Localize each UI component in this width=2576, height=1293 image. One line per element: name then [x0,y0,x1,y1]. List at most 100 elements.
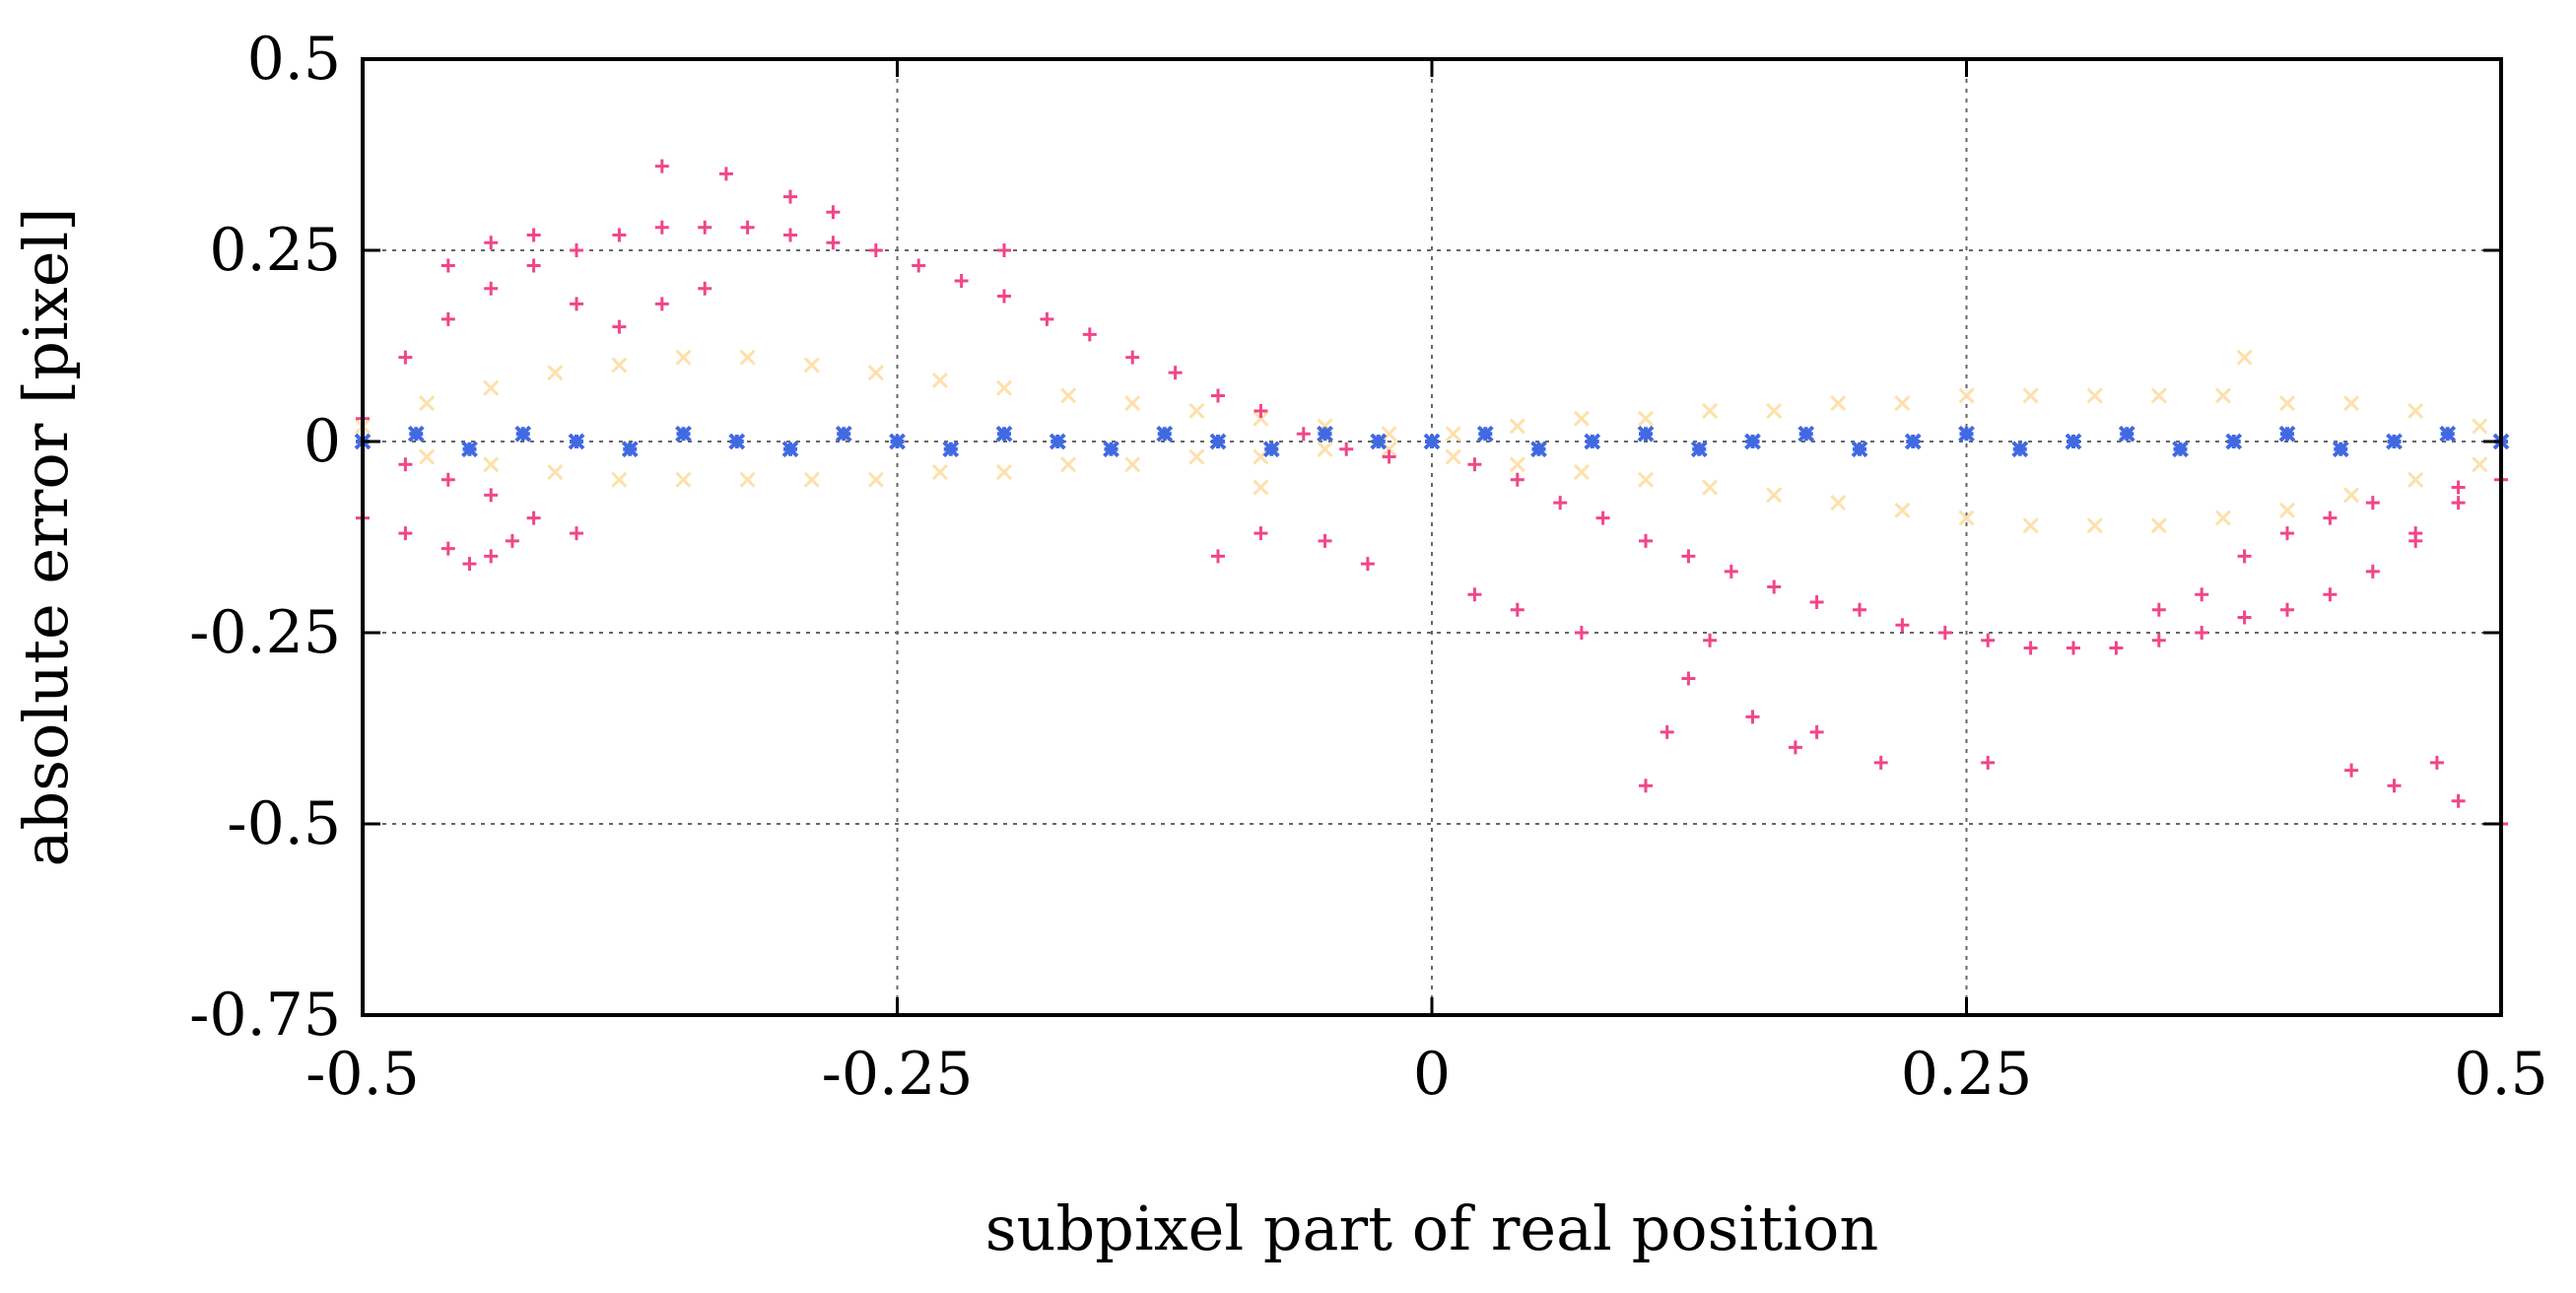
data-point [419,395,436,412]
data-point [718,167,733,181]
data-point [889,433,906,450]
data-point [1168,366,1183,380]
data-point [1317,441,1333,457]
data-point [2451,496,2466,510]
data-point [1510,602,1525,617]
data-point [2150,517,2167,534]
data-point [1853,602,1866,617]
data-point [2237,549,2252,564]
data-point [2109,641,2124,655]
data-point [2225,433,2243,450]
data-point [2472,418,2488,435]
data-point [621,441,639,458]
data-point [2387,779,2402,793]
data-point [570,526,583,541]
data-point [1639,779,1653,793]
data-point [1958,510,1975,526]
data-point [2280,602,2294,617]
data-point [912,258,926,273]
data-point [441,311,455,326]
data-point [1574,626,1589,640]
data-point [1981,633,1996,647]
data-point [1724,564,1738,578]
data-point [2151,633,2166,647]
data-point [1381,426,1397,442]
data-point [995,425,1013,442]
data-point [1254,526,1268,541]
data-point [803,357,820,374]
y-axis-title: absolute error [pixel] [10,208,82,867]
data-point [441,258,455,273]
data-point [2086,387,2103,404]
data-point [867,471,884,488]
data-point [931,463,948,481]
data-point [2365,564,2380,578]
data-point [2214,510,2231,526]
data-point [461,441,478,458]
tick-layer [361,57,2503,1017]
data-point [1958,425,1975,442]
data-point [1296,427,1311,442]
data-point [1767,579,1782,594]
data-point [698,281,712,296]
data-point [1702,479,1719,496]
data-point [1382,449,1396,464]
series-method-b [354,349,2488,534]
plot-frame [361,57,2503,1017]
data-point [1445,426,1461,442]
x-tick-label: -0.5 [305,1040,420,1109]
data-point [867,365,884,381]
data-point [2022,387,2039,404]
data-point [1681,549,1696,564]
data-point [547,365,564,381]
data-point [441,472,455,487]
y-tick-label: -0.25 [189,598,341,667]
data-point [2067,641,2080,655]
data-point [1103,441,1119,458]
data-point [2118,425,2135,442]
data-point [1060,387,1077,404]
data-point [441,541,455,556]
data-point [654,159,669,173]
data-point [1766,487,1783,504]
data-point [1156,425,1174,442]
data-point [1510,472,1525,487]
data-point [407,425,425,442]
data-point [2236,349,2253,366]
data-point [483,379,500,396]
data-point [1809,594,1824,609]
data-point [1530,441,1547,458]
data-point [1830,495,1847,511]
data-point [611,357,628,374]
data-point [739,349,756,366]
y-tick-label: -0.75 [189,981,341,1050]
series-method-a [356,159,2508,831]
data-point [1467,587,1482,602]
data-point [1595,510,1610,525]
data-point [2386,433,2403,450]
data-point [570,297,583,311]
data-point [1637,471,1655,488]
data-point [526,228,541,242]
data-point [2022,517,2039,534]
data-point [1509,418,1525,435]
data-point [2237,610,2252,625]
data-point [505,533,519,548]
data-point [526,258,541,273]
data-point [547,463,564,481]
data-point [398,457,413,472]
data-point [1702,402,1719,420]
data-point [803,471,820,488]
data-point [1981,755,1996,770]
data-point [2023,641,2038,655]
data-point [826,205,841,220]
data-point [1445,448,1461,465]
x-axis-title: subpixel part of real position [985,1192,1879,1264]
data-point [484,488,499,503]
data-point [1690,441,1708,458]
data-point [1509,456,1525,473]
data-point [1660,724,1674,739]
data-point [675,425,692,442]
